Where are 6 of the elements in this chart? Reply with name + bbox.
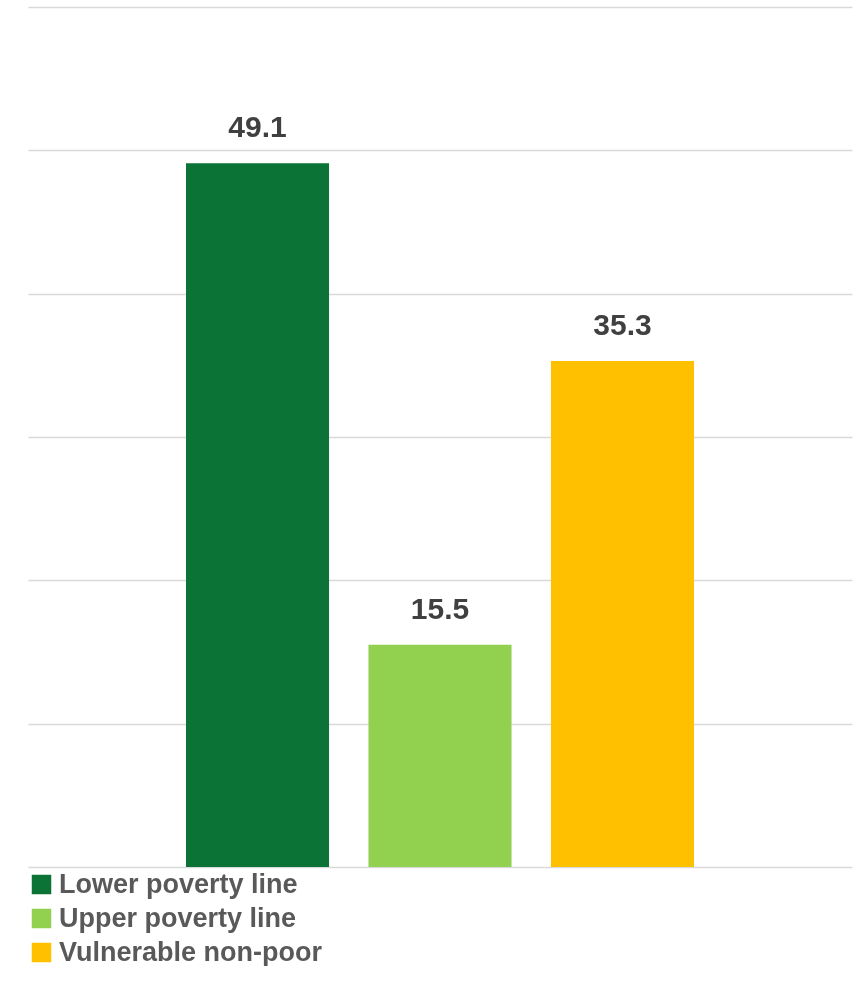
- data-label: 35.3: [593, 308, 652, 342]
- legend-label: Lower poverty line: [59, 868, 298, 899]
- data-label: 15.5: [410, 591, 470, 625]
- legend-label: Vulnerable non-poor: [59, 936, 323, 967]
- data-label: 49.1: [228, 110, 287, 144]
- legend-label: Upper poverty line: [59, 902, 297, 933]
